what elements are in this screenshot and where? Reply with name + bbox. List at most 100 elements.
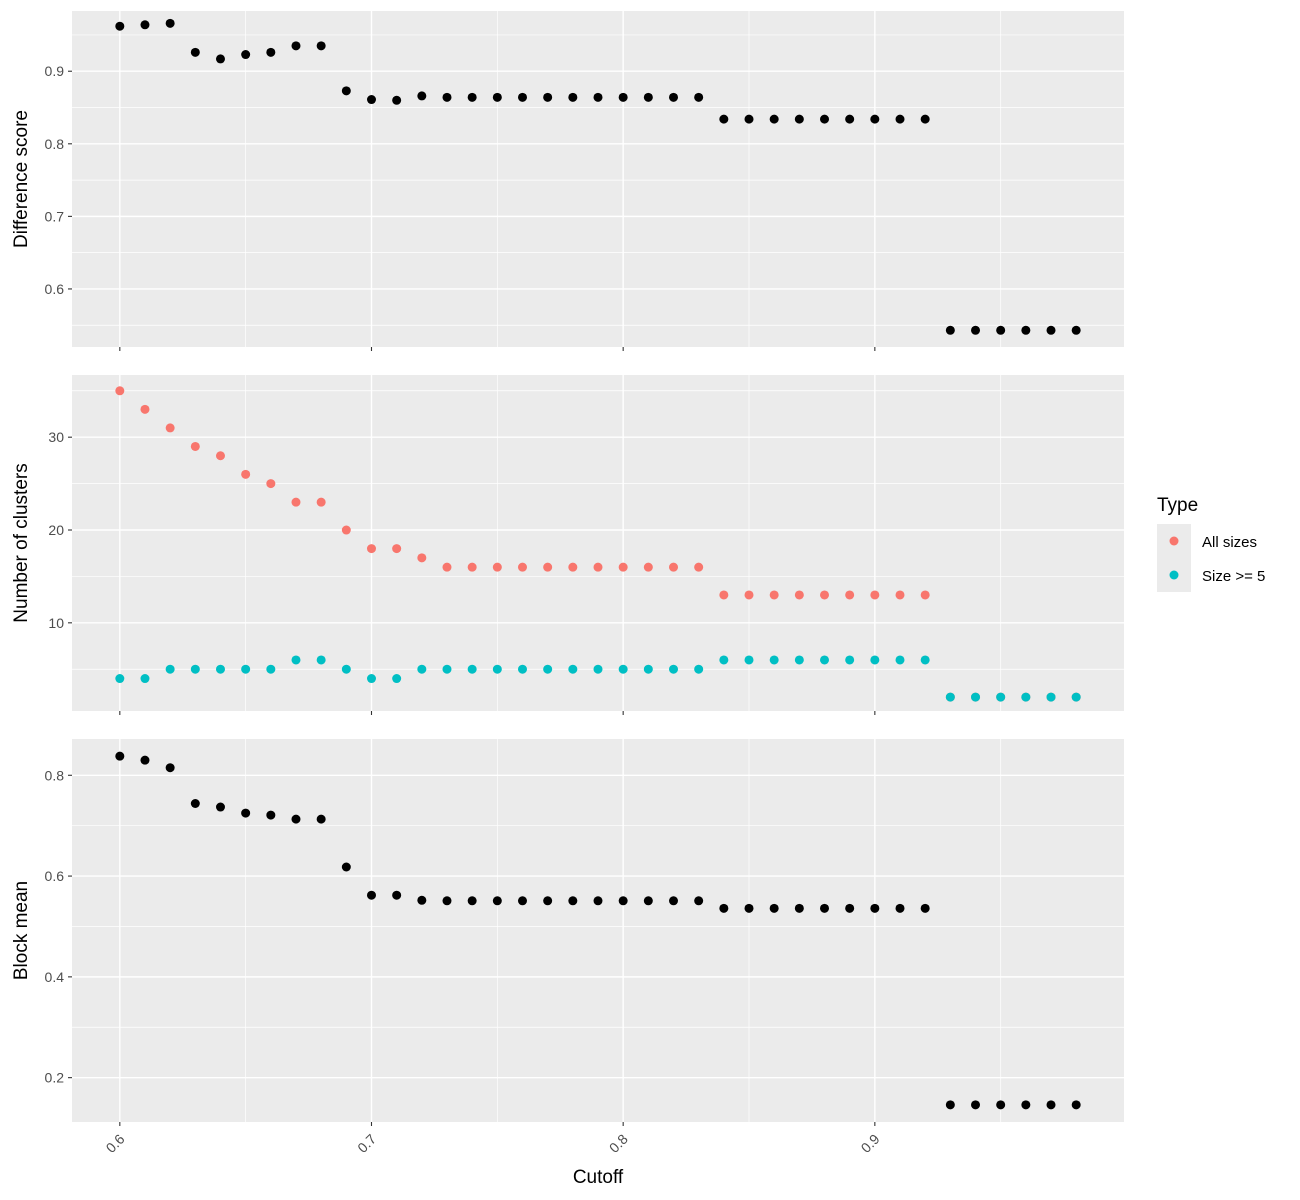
data-point [392, 674, 402, 684]
data-point [291, 814, 301, 824]
data-point [140, 20, 150, 30]
data-point [920, 590, 930, 600]
data-point [392, 544, 402, 554]
data-point [266, 810, 276, 820]
data-point [845, 590, 855, 600]
data-point [442, 896, 452, 906]
y-tick-label: 0.2 [45, 1070, 65, 1086]
data-point [392, 95, 402, 105]
data-point [517, 562, 527, 572]
data-point [694, 896, 704, 906]
data-point [1021, 325, 1031, 335]
data-point [543, 562, 553, 572]
data-point [1021, 1100, 1031, 1110]
data-point [115, 21, 125, 31]
data-point [492, 92, 502, 102]
x-tick-label: 0.8 [606, 1131, 631, 1156]
data-point [366, 674, 376, 684]
data-point [920, 903, 930, 913]
data-point [870, 590, 880, 600]
data-point [115, 674, 125, 684]
data-point [593, 562, 603, 572]
data-point [190, 799, 200, 809]
data-point [341, 664, 351, 674]
y-tick-label: 30 [48, 429, 64, 445]
data-point [568, 896, 578, 906]
data-point [971, 325, 981, 335]
data-point [744, 903, 754, 913]
data-point [215, 664, 225, 674]
data-point [517, 92, 527, 102]
data-point [467, 92, 477, 102]
data-point [316, 497, 326, 507]
data-point [316, 41, 326, 51]
data-point [643, 92, 653, 102]
data-point [341, 86, 351, 96]
series-clusters-1 [115, 655, 1081, 702]
data-point [140, 404, 150, 414]
data-point [442, 664, 452, 674]
data-point [417, 553, 427, 563]
data-point [543, 664, 553, 674]
data-point [241, 469, 251, 479]
data-point [820, 655, 830, 665]
data-point [442, 92, 452, 102]
y-axis-title: Block mean [11, 881, 32, 980]
data-point [769, 590, 779, 600]
data-point [769, 114, 779, 124]
data-point [870, 114, 880, 124]
y-axis-title: Number of clusters [11, 463, 32, 622]
data-point [517, 896, 527, 906]
y-tick-label: 0.7 [45, 208, 65, 224]
data-point [820, 903, 830, 913]
data-point [366, 890, 376, 900]
data-point [215, 451, 225, 461]
data-point [895, 655, 905, 665]
data-point [996, 325, 1006, 335]
data-point [618, 92, 628, 102]
data-point [945, 325, 955, 335]
data-point [190, 47, 200, 57]
data-point [845, 903, 855, 913]
data-point [115, 751, 125, 761]
data-point [694, 664, 704, 674]
data-point [1071, 692, 1081, 702]
legend-dot-all-sizes [1169, 536, 1179, 546]
data-point [291, 497, 301, 507]
data-point [215, 802, 225, 812]
data-point [1046, 325, 1056, 335]
data-point [165, 763, 175, 773]
legend-dot-size-5 [1169, 570, 1179, 580]
data-point [719, 903, 729, 913]
data-point [140, 674, 150, 684]
data-point [165, 664, 175, 674]
data-point [190, 441, 200, 451]
data-point [316, 814, 326, 824]
data-point [971, 1100, 981, 1110]
y-tick-label: 0.6 [45, 868, 65, 884]
data-point [794, 590, 804, 600]
x-tick-label: 0.7 [354, 1131, 379, 1156]
data-point [820, 590, 830, 600]
data-point [870, 655, 880, 665]
y-axis-title: Difference score [11, 110, 32, 248]
y-tick-label: 20 [48, 522, 64, 538]
data-point [744, 590, 754, 600]
legend-title: Type [1157, 495, 1198, 516]
data-point [593, 664, 603, 674]
data-point [643, 896, 653, 906]
panel-clusters: 10 20 30 Number of clusters [11, 375, 1124, 715]
data-point [165, 18, 175, 28]
data-point [719, 114, 729, 124]
data-point [744, 114, 754, 124]
data-point [241, 664, 251, 674]
data-point [845, 114, 855, 124]
data-point [593, 92, 603, 102]
data-point [568, 664, 578, 674]
data-point [543, 896, 553, 906]
data-point [140, 755, 150, 765]
data-point [366, 95, 376, 105]
data-point [392, 890, 402, 900]
data-point [769, 903, 779, 913]
